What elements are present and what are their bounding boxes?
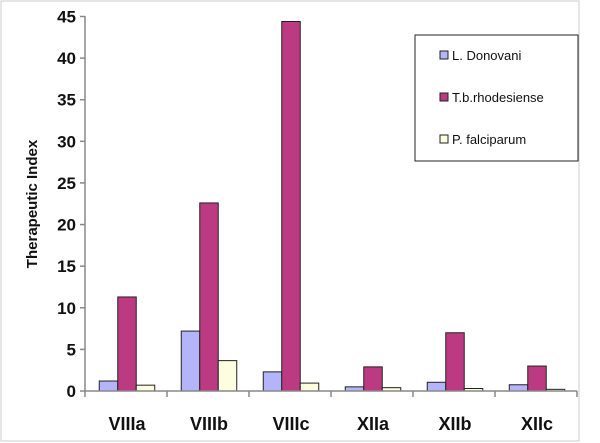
bar-VIIIb-2	[217, 360, 238, 392]
bar-XIIa-1	[363, 366, 383, 392]
bar-XIIb-0	[426, 381, 447, 392]
y-tick-label: 25	[57, 174, 76, 193]
y-tick-label: 30	[57, 132, 76, 151]
legend: L. Donovani T.b.rhodesiense P. falciparum	[414, 34, 579, 162]
x-category-label: XIIb	[438, 414, 471, 434]
legend-label: T.b.rhodesiense	[452, 90, 544, 105]
y-tick-label: 0	[67, 382, 76, 401]
y-tick-label: 45	[57, 8, 76, 27]
legend-swatch	[439, 50, 449, 60]
y-tick-label: 40	[57, 49, 76, 68]
legend-label: P. falciparum	[452, 132, 526, 147]
bar-VIIIa-1	[117, 296, 137, 392]
y-tick-label: 35	[57, 91, 76, 110]
bar-VIIIa-0	[98, 380, 119, 392]
x-category-label: XIIc	[521, 414, 553, 434]
x-category-label: VIIIc	[272, 414, 309, 434]
legend-swatch	[439, 134, 449, 144]
legend-label: L. Donovani	[452, 48, 521, 63]
bar-VIIIc-0	[262, 371, 283, 392]
legend-swatch	[439, 92, 449, 102]
bar-XIIc-0	[508, 384, 529, 392]
y-tick-label: 15	[57, 257, 76, 276]
y-tick-label: 5	[67, 340, 76, 359]
chart-border	[0, 0, 580, 442]
bar-XIIb-1	[445, 332, 465, 392]
x-category-label: XIIa	[357, 414, 390, 434]
x-category-label: VIIIb	[190, 414, 228, 434]
x-category-label: VIIIa	[108, 414, 146, 434]
bar-VIIIb-0	[180, 330, 201, 392]
bar-VIIIa-2	[135, 384, 156, 392]
bar-XIIc-1	[527, 365, 547, 392]
bar-VIIIc-2	[299, 382, 320, 392]
y-tick-label: 10	[57, 299, 76, 318]
bar-VIIIc-1	[281, 20, 301, 392]
y-axis-label: Therapeutic Index	[24, 139, 41, 268]
y-tick-label: 20	[57, 216, 76, 235]
bar-VIIIb-1	[199, 202, 219, 392]
